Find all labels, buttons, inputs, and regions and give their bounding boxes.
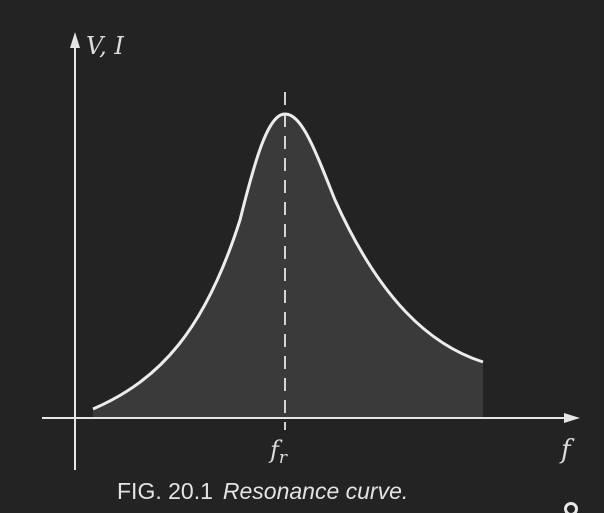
y-axis-label: V, I [86, 32, 124, 60]
x-axis-label: f [559, 435, 575, 465]
resonant-frequency-subscript: r [279, 448, 288, 468]
resonance-curve [92, 112, 484, 411]
figure-number: FIG. 20.1 [117, 478, 213, 504]
resonance-diagram: V, I f fr [42, 32, 580, 470]
y-axis-arrowhead [70, 32, 80, 48]
figure-caption-text: Resonance curve. [222, 478, 409, 504]
cropped-page-mark [564, 502, 578, 513]
curve-fill-area [93, 114, 483, 418]
x-axis-arrowhead [564, 413, 580, 423]
resonant-frequency-label: fr [268, 436, 288, 468]
figure-caption: FIG. 20.1 Resonance curve. [117, 478, 408, 505]
